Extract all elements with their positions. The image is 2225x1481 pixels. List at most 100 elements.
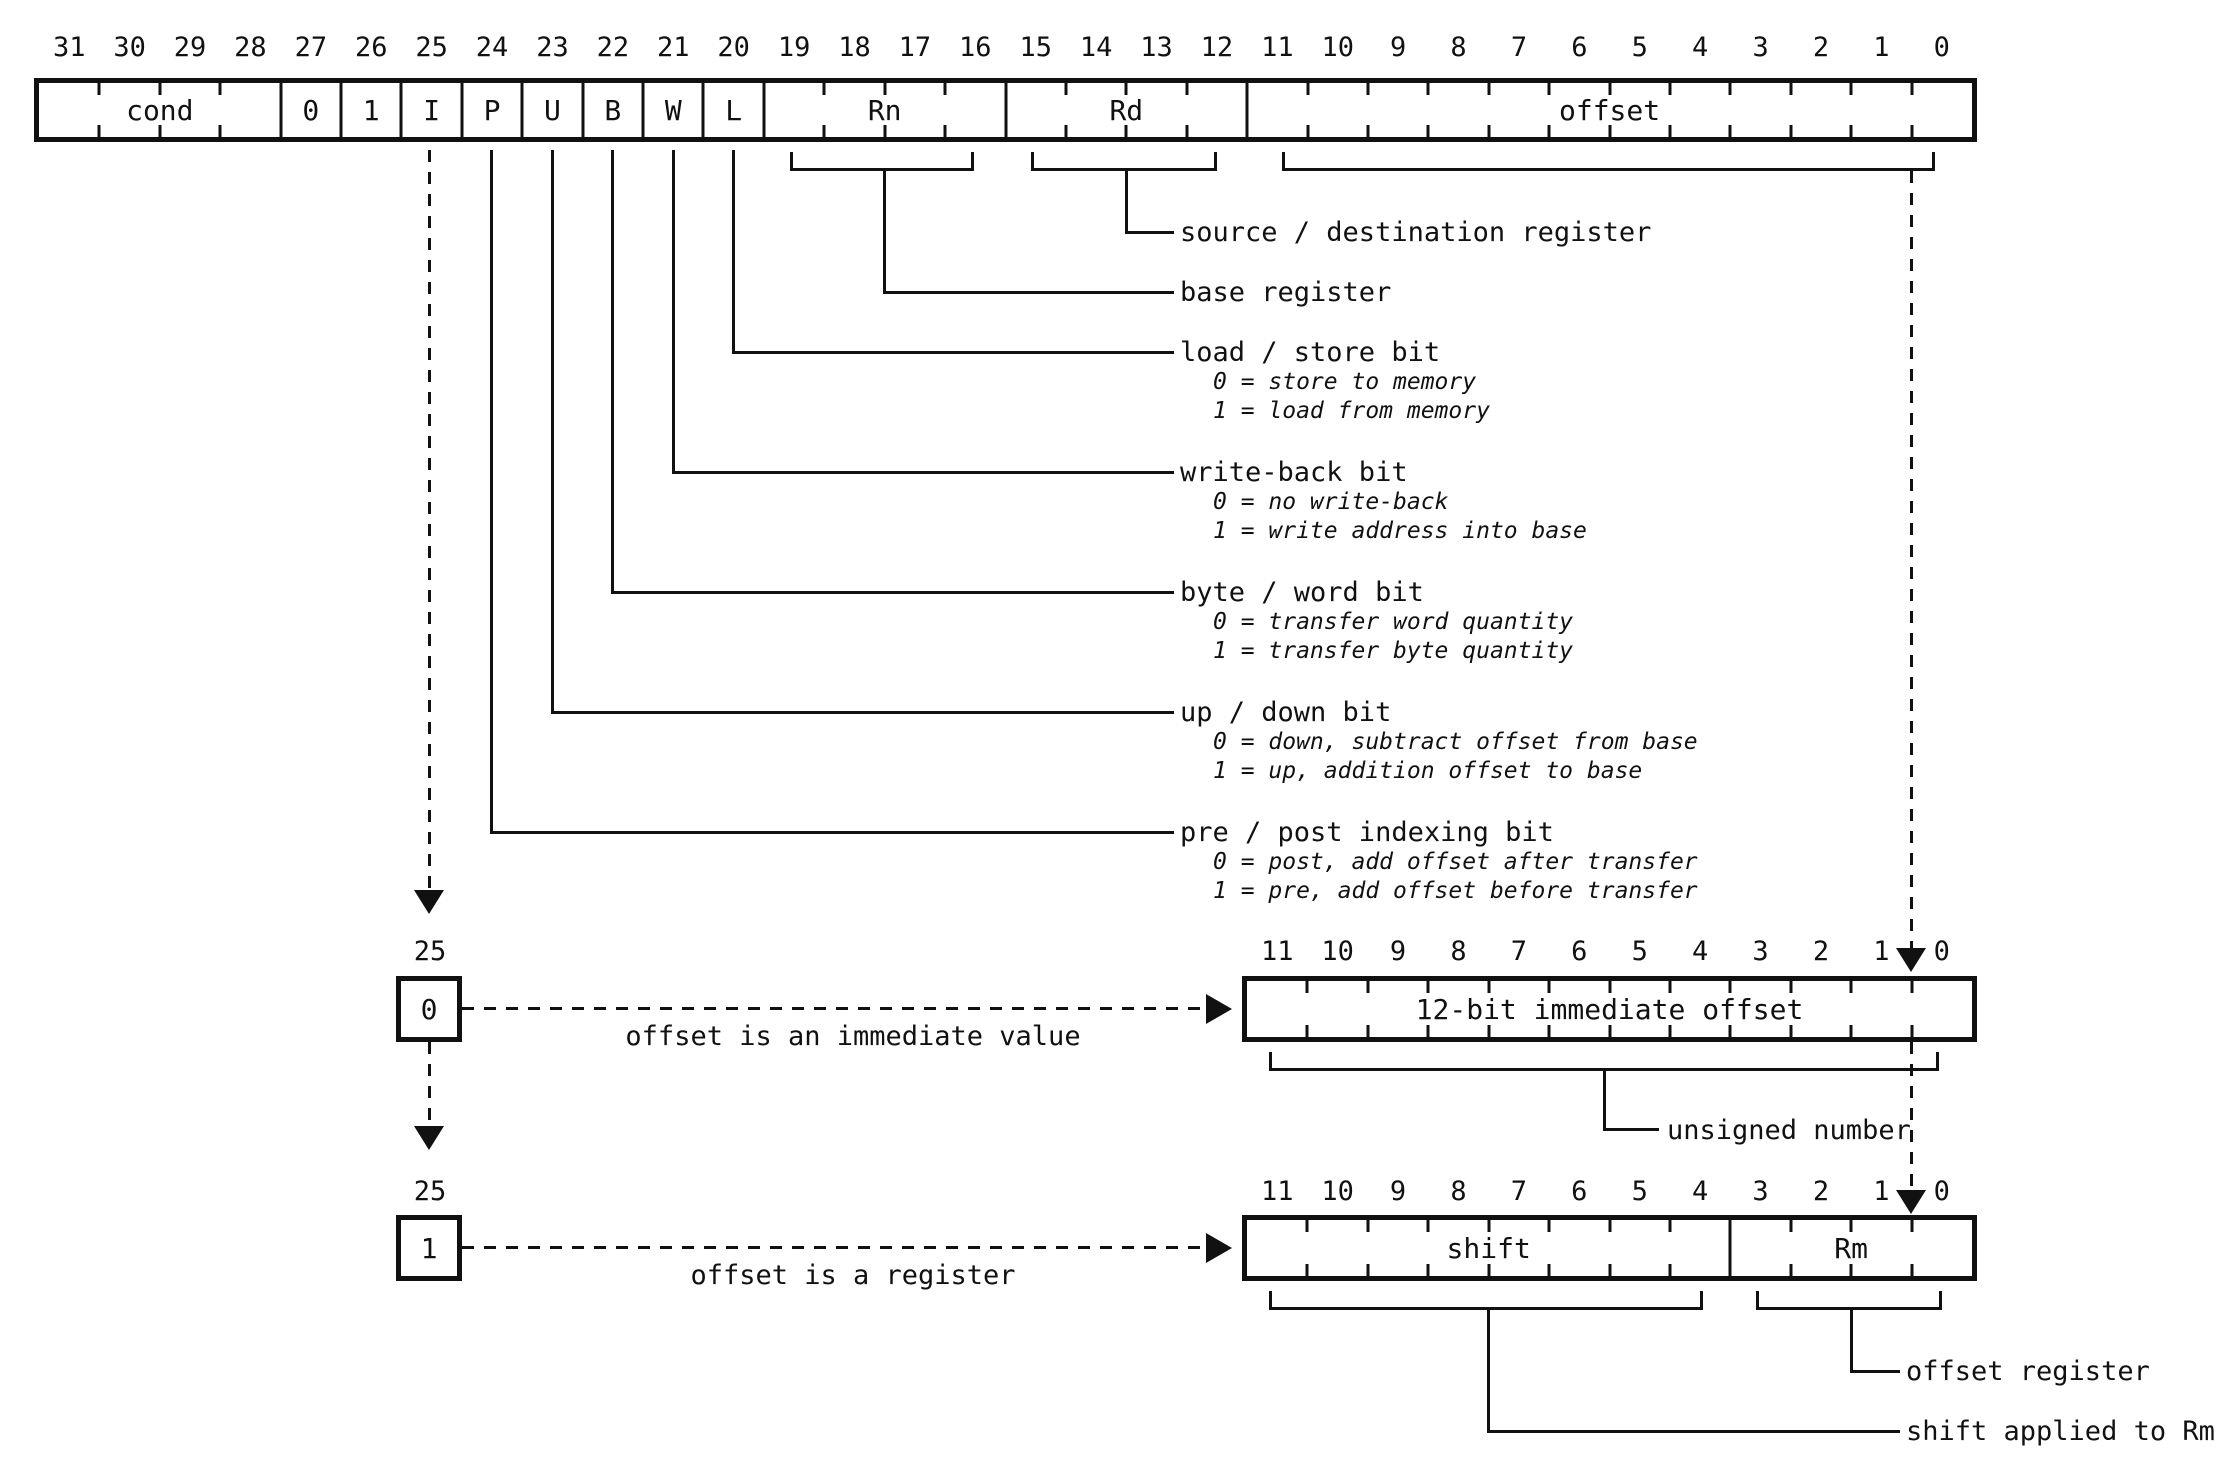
bit-tick [1789,1025,1793,1037]
l-bit-connector [732,150,735,354]
bit-tick [1849,83,1853,95]
bit-tick [1426,83,1430,95]
bit-tick [1366,981,1370,993]
bit-number-label: 10 [1321,1176,1354,1207]
bit-number-label: 1 [1873,32,1890,63]
bit-tick [1910,83,1914,95]
rm-bracket [1756,1307,1942,1310]
annotation-up-down: up / down bit [1180,697,1392,728]
annotation-base-register: base register [1180,277,1392,308]
bit-number-label: 16 [959,32,992,63]
bit-tick [1366,1025,1370,1037]
field-label-shift: shift [1446,1231,1531,1265]
unsigned-number-connector [1603,1128,1659,1131]
immediate-offset-box: 12-bit immediate offset [1242,976,1977,1042]
bit-tick [1910,981,1914,993]
bit-number-label: 6 [1571,32,1588,63]
bit-number-label: 1 [1873,936,1890,967]
bit-number-label: 25 [415,32,448,63]
unsigned-number-connector [1603,1068,1606,1131]
bit-tick [1487,1025,1491,1037]
field-label-offset: offset [1558,93,1661,127]
p-bit-connector [490,150,493,834]
field-label-rn: Rn [867,93,902,127]
annotation-write-back-sub: 0 = no write-back [1213,489,1449,515]
bit-tick [1305,1264,1309,1276]
offset-bracket [1282,168,1935,171]
bit-number-label: 17 [898,32,932,63]
bit-tick [1608,1220,1611,1232]
bit-number-label: 8 [1450,936,1467,967]
field-label-1: 1 [362,93,380,127]
i-bit-value-box-0: 0 [396,976,462,1042]
arrow-down-icon [414,1126,444,1150]
bit-number-label: 7 [1510,936,1528,967]
bit-tick [883,83,887,95]
bit-number-label: 10 [1321,32,1354,63]
field-divider [1245,83,1249,137]
bit-number-label: 6 [1571,1176,1588,1207]
register-offset-box: shift Rm [1242,1215,1977,1281]
bit-number-label: 10 [1321,936,1354,967]
bit-tick [97,83,101,95]
rn-bracket [790,168,974,171]
bit-number-label: 11 [1260,936,1294,967]
field-divider [1004,83,1007,137]
w-bit-connector [672,471,1174,474]
shift-bracket [1269,1307,1703,1310]
bit-number-label: 0 [1933,1176,1950,1207]
bit-number-label: 5 [1631,32,1648,63]
immediate-bracket [1269,1052,1272,1069]
field-divider [460,83,464,137]
i-bit-number-label: 25 [413,936,447,967]
bit-number-label: 21 [657,32,690,63]
bit-tick [1064,83,1068,95]
bit-tick [1487,1220,1491,1232]
offset-register-connector [1850,1307,1853,1372]
bit-tick [1849,981,1853,993]
bit-number-label: 12 [1200,32,1234,63]
bit-tick [822,125,826,137]
bit-number-label: 9 [1389,1176,1407,1207]
field-divider [762,83,766,137]
w-bit-connector [672,150,675,474]
annotation-write-back-sub: 1 = write address into base [1213,518,1587,544]
bit-tick [1668,83,1672,95]
rd-bracket [1031,152,1034,169]
rn-connector [883,168,886,294]
annotation-byte-word-sub: 1 = transfer byte quantity [1213,638,1574,664]
bit-tick [1608,125,1612,137]
field-label-b: B [604,93,622,127]
bit-number-label: 7 [1510,1176,1528,1207]
rn-bracket [971,152,974,169]
offset-bracket [1282,152,1285,169]
bit-number-label: 29 [173,32,207,63]
bit-tick [1547,1220,1551,1232]
field-label-p: P [483,93,501,127]
immediate-arrow-label: offset is an immediate value [625,1021,1081,1052]
bit-number-label: 31 [52,32,86,63]
bit-tick [1366,125,1370,137]
bit-tick [1547,125,1551,137]
bit-number-label: 0 [1933,32,1950,63]
i-bit-value-0: 0 [420,992,438,1026]
bit-tick [1487,83,1491,95]
bit-tick [1849,125,1853,137]
bit-number-label: 9 [1389,936,1407,967]
annotation-source-destination: source / destination register [1180,217,1652,248]
annotation-pre-post-sub: 1 = pre, add offset before transfer [1213,878,1698,904]
rn-connector [883,291,1174,294]
u-bit-connector [551,711,1174,714]
bit-number-label: 3 [1752,1176,1769,1207]
bit-tick [1185,83,1189,95]
bit-tick [158,83,162,95]
i-bit-value-box-1: 1 [396,1215,462,1281]
bit-tick [1789,83,1793,95]
u-bit-connector [551,150,554,714]
bit-tick [1124,125,1128,137]
bit-tick [1426,981,1430,993]
field-label-rm: Rm [1834,1231,1869,1265]
annotation-load-store: load / store bit [1180,337,1441,368]
bit-tick [1426,1220,1430,1232]
